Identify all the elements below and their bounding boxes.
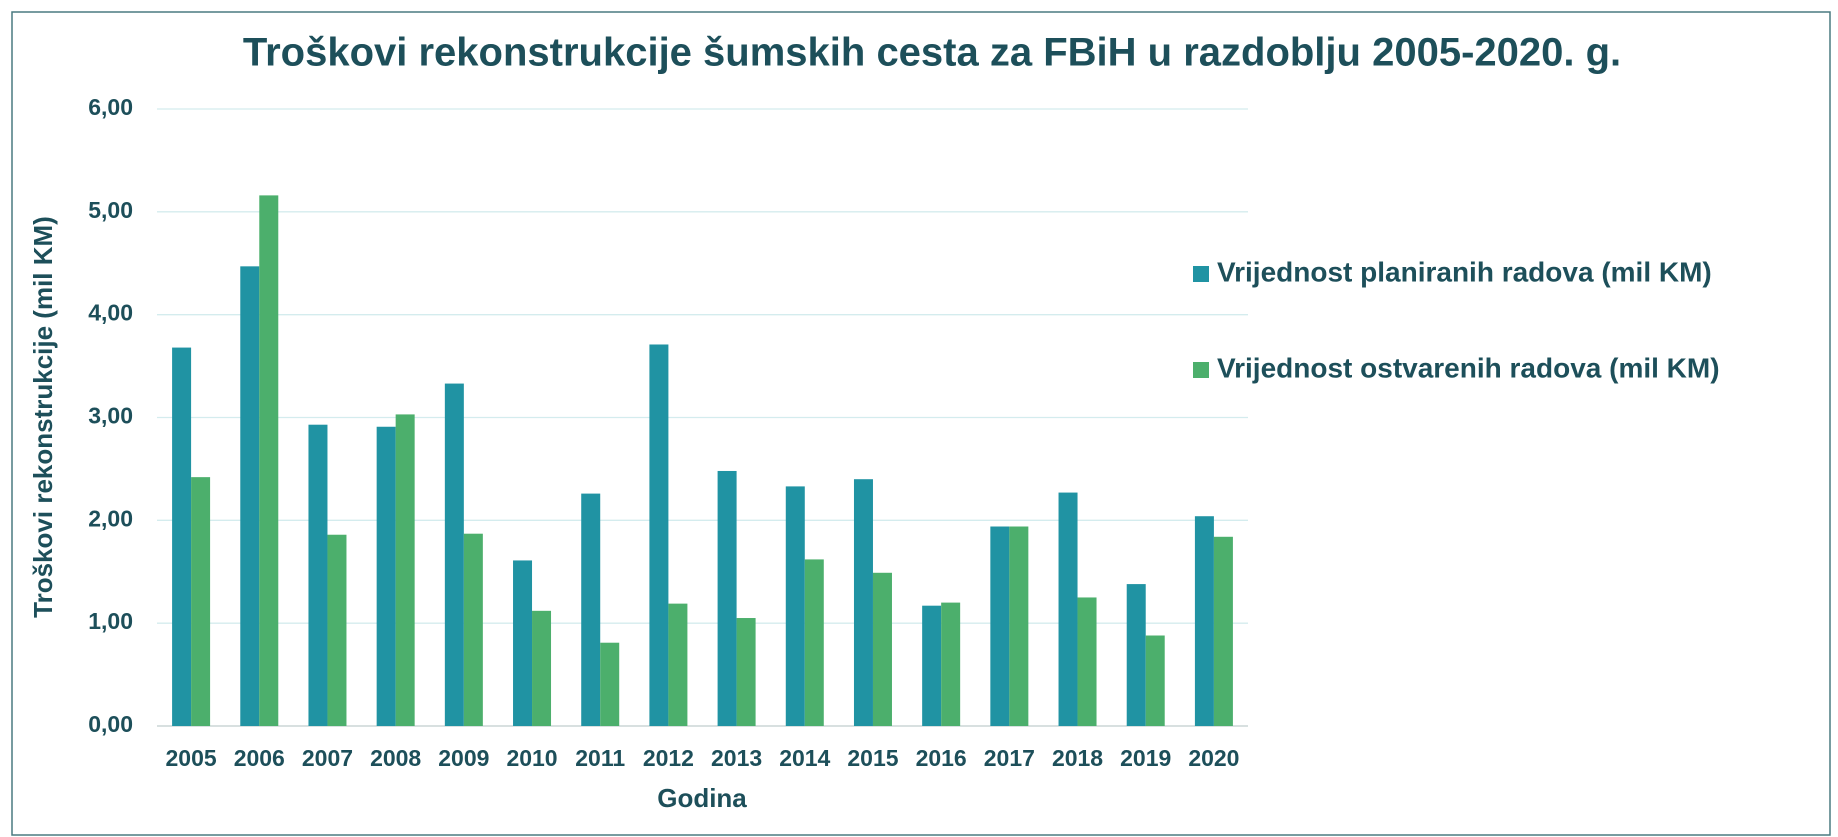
chart-title: Troškovi rekonstrukcije šumskih cesta za… xyxy=(243,31,1621,75)
bar xyxy=(172,347,192,726)
y-tick-label: 2,00 xyxy=(88,505,133,531)
bar xyxy=(259,195,279,726)
bar xyxy=(463,533,483,726)
bar xyxy=(736,618,756,726)
bar xyxy=(872,572,892,726)
chart-frame xyxy=(11,11,1831,836)
bar xyxy=(668,603,688,726)
legend-swatch xyxy=(1193,362,1209,378)
bar xyxy=(804,559,824,726)
legend-swatch xyxy=(1193,266,1209,282)
bar xyxy=(581,493,601,726)
y-tick-label: 4,00 xyxy=(88,300,133,326)
x-tick-label: 2016 xyxy=(916,745,967,771)
x-tick-label: 2019 xyxy=(1120,745,1171,771)
y-axis-title: Troškovi rekonstrukcije (mil KM) xyxy=(28,216,58,618)
bar xyxy=(922,605,942,726)
x-tick-label: 2006 xyxy=(234,745,285,771)
x-tick-label: 2005 xyxy=(166,745,217,771)
bar xyxy=(513,560,533,726)
y-tick-label: 5,00 xyxy=(88,197,133,223)
bar xyxy=(444,383,464,726)
x-axis-title: Godina xyxy=(657,783,747,813)
x-tick-label: 2015 xyxy=(847,745,898,771)
x-tick-label: 2014 xyxy=(779,745,830,771)
y-tick-label: 6,00 xyxy=(88,94,133,120)
x-tick-label: 2017 xyxy=(984,745,1035,771)
bar xyxy=(191,477,211,726)
x-tick-label: 2012 xyxy=(643,745,694,771)
bar xyxy=(853,479,873,726)
x-tick-label: 2008 xyxy=(370,745,421,771)
bar xyxy=(941,602,961,726)
x-tick-label: 2018 xyxy=(1052,745,1103,771)
x-tick-label: 2009 xyxy=(438,745,489,771)
bar xyxy=(1145,635,1165,726)
bar xyxy=(376,426,396,726)
y-tick-label: 0,00 xyxy=(88,711,133,737)
x-tick-label: 2011 xyxy=(575,745,625,771)
bar xyxy=(240,266,260,726)
bar xyxy=(1213,536,1233,726)
bar xyxy=(990,526,1010,726)
bar xyxy=(1194,516,1214,726)
bar xyxy=(785,486,805,726)
x-tick-label: 2013 xyxy=(711,745,762,771)
x-tick-label: 2020 xyxy=(1188,745,1239,771)
y-tick-label: 3,00 xyxy=(88,403,133,429)
x-tick-label: 2010 xyxy=(506,745,557,771)
bar xyxy=(1126,584,1146,726)
bar xyxy=(717,470,737,726)
bar xyxy=(327,534,347,726)
bar xyxy=(1077,597,1097,726)
bar xyxy=(308,424,328,726)
bar xyxy=(532,610,552,726)
bar xyxy=(1009,526,1029,726)
x-tick-label: 2007 xyxy=(302,745,353,771)
legend-label: Vrijednost planiranih radova (mil KM) xyxy=(1217,256,1712,287)
bar xyxy=(649,344,669,726)
legend-label: Vrijednost ostvarenih radova (mil KM) xyxy=(1217,352,1720,383)
bar xyxy=(1058,492,1078,726)
bar xyxy=(395,414,415,726)
y-tick-label: 1,00 xyxy=(88,608,133,634)
bar xyxy=(600,642,620,726)
